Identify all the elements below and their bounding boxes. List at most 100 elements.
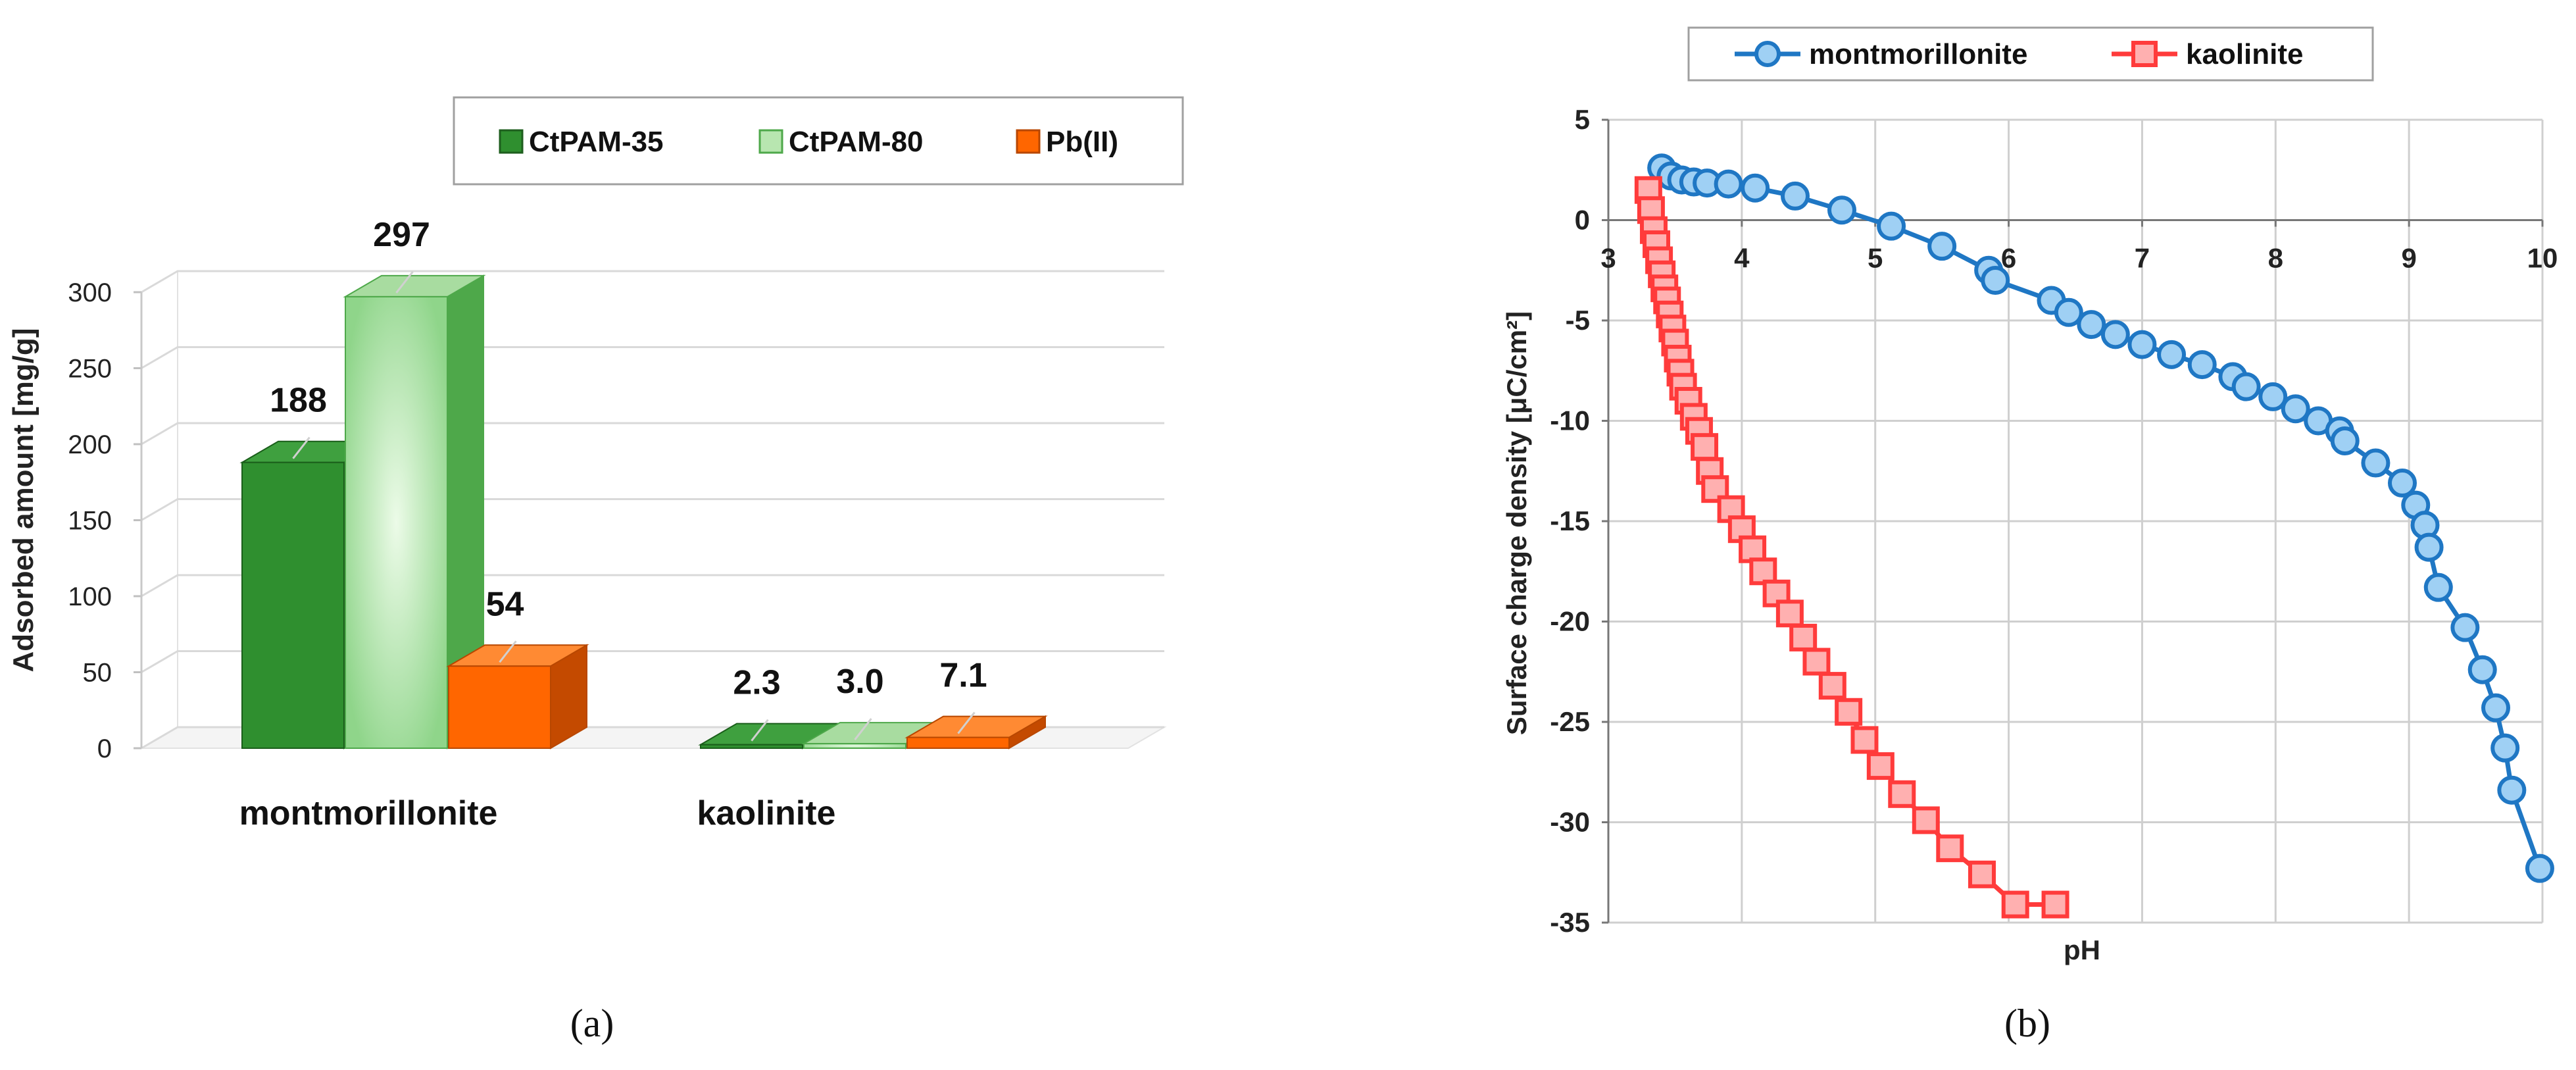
y-tick-label: 100	[68, 582, 112, 611]
data-label-ctpam80-kaolinite: 3.0	[836, 663, 883, 701]
y-tick-labels: 0 50 100 150 200 250 300	[68, 278, 112, 763]
bars	[239, 274, 1048, 750]
series-line-kaolinite	[1646, 190, 2056, 907]
point-montmorillonite	[2481, 693, 2510, 723]
legend: CtPAM-35 CtPAM-80 Pb(II)	[453, 96, 1184, 186]
y-tick-label: -35	[1550, 907, 1590, 938]
bar-ctpam35-kaolinite	[700, 744, 803, 750]
point-montmorillonite	[2467, 655, 2497, 684]
y-tick-labels: 5 0 -5 -10 -15 -20 -25 -30 -35	[1550, 104, 1608, 938]
point-montmorillonite	[2388, 469, 2417, 498]
point-montmorillonite	[2258, 382, 2288, 411]
panel-label-a: (a)	[570, 1002, 614, 1045]
data-label-leader	[292, 436, 310, 459]
gridline	[141, 650, 1164, 673]
gridline	[141, 574, 1164, 598]
legend-box	[453, 96, 1184, 186]
y-tick-label: -5	[1566, 305, 1590, 336]
point-kaolinite	[1850, 726, 1879, 754]
y-tick-label: 250	[68, 355, 112, 384]
y-tick-label: -30	[1550, 807, 1590, 838]
x-tick-label: 7	[2135, 243, 2150, 274]
category-label-montmorillonite: montmorillonite	[239, 794, 498, 832]
point-montmorillonite	[2281, 394, 2310, 424]
y-tick-label: -25	[1550, 706, 1590, 737]
data-label-leader	[957, 711, 976, 734]
panel-label-b: (b)	[2004, 1002, 2050, 1045]
point-montmorillonite	[1981, 266, 2010, 295]
category-label-kaolinite: kaolinite	[697, 794, 836, 832]
data-label-ctpam80-montmorillonite: 297	[373, 216, 430, 254]
bar-pbii-kaolinite	[906, 736, 1010, 749]
y-axis-label: Surface charge density [μC/cm²]	[1501, 311, 1532, 735]
legend-label-ctpam35: CtPAM-35	[529, 126, 664, 158]
bar-ctpam80-montmorillonite	[345, 295, 448, 749]
panel-a: 0 50 100 150 200 250 300 188 297 54 2.3 3.0 7.1 mon…	[0, 0, 1289, 1067]
y-tick-label: -10	[1550, 405, 1590, 436]
data-label-leader	[499, 640, 517, 663]
gridline	[141, 422, 1164, 446]
legend-box	[1687, 26, 2374, 82]
y-tick-label: -15	[1550, 505, 1590, 536]
point-montmorillonite	[2127, 330, 2157, 359]
point-kaolinite	[1691, 433, 1719, 461]
x-tick-label: 4	[1734, 243, 1750, 274]
gridline	[141, 346, 1164, 369]
data-label-leader	[751, 719, 769, 742]
data-label-ctpam35-kaolinite: 2.3	[733, 664, 780, 702]
legend-swatch-pb	[1016, 129, 1041, 154]
point-kaolinite	[1789, 623, 1818, 651]
y-tick-label: 300	[68, 278, 112, 307]
y-tick-label: 50	[83, 659, 112, 688]
point-kaolinite	[2041, 890, 2069, 919]
point-montmorillonite	[2490, 733, 2520, 763]
point-montmorillonite	[2054, 297, 2083, 327]
x-tick-label: 8	[2268, 243, 2283, 274]
line-chart: 3 4 5 6 7 8 9 10 5 0 -5 -10 -15 -20 -25 -30 -35 pH Surf…	[1501, 26, 2558, 1045]
point-kaolinite	[2001, 890, 2029, 919]
point-kaolinite	[1888, 780, 1916, 808]
legend-marker-montmorillonite	[1754, 41, 1781, 67]
point-montmorillonite	[2077, 310, 2106, 340]
y-tick-label: -20	[1550, 606, 1590, 637]
x-tick-labels: 3 4 5 6 7 8 9 10	[1600, 220, 2558, 274]
data-label-leader	[854, 718, 872, 740]
y-tick-label: 5	[1575, 104, 1590, 135]
point-kaolinite	[1775, 599, 1804, 628]
data-label-pbii-montmorillonite: 54	[486, 585, 524, 623]
data-label-ctpam35-montmorillonite: 188	[270, 382, 327, 420]
legend: montmorillonite kaolinite	[1687, 26, 2374, 82]
point-montmorillonite	[1877, 211, 1906, 241]
point-kaolinite	[1818, 672, 1846, 700]
series-montmorillonite	[1647, 153, 2554, 883]
y-tick-label: 0	[1575, 205, 1590, 236]
point-montmorillonite	[1927, 232, 1957, 261]
point-montmorillonite	[2497, 775, 2527, 805]
y-axis-label: Adsorbed amount [mg/g]	[7, 328, 39, 672]
point-kaolinite	[1936, 834, 1964, 863]
point-montmorillonite	[2450, 613, 2480, 642]
x-tick-label: 10	[2527, 243, 2558, 274]
point-kaolinite	[1835, 698, 1863, 726]
x-tick-label: 5	[1868, 243, 1883, 274]
x-tick-label: 3	[1600, 243, 1616, 274]
legend-label-ctpam80: CtPAM-80	[789, 126, 924, 158]
data-label-pbii-kaolinite: 7.1	[939, 657, 987, 695]
point-kaolinite	[1866, 752, 1895, 780]
point-montmorillonite	[2157, 340, 2187, 369]
point-montmorillonite	[1781, 181, 1810, 211]
legend-label-kaolinite: kaolinite	[2186, 38, 2304, 70]
panel-b: 3 4 5 6 7 8 9 10 5 0 -5 -10 -15 -20 -25 -30 -35 pH Surf…	[1289, 0, 2576, 1067]
x-tick-label: 9	[2401, 243, 2416, 274]
point-montmorillonite	[2414, 532, 2444, 562]
point-kaolinite	[1968, 860, 1996, 888]
point-kaolinite	[1912, 806, 1940, 834]
series	[1634, 153, 2554, 919]
series-kaolinite	[1634, 176, 2069, 919]
y-tick-label: 200	[68, 430, 112, 459]
bar-chart: 0 50 100 150 200 250 300 188 297 54 2.3 3.0 7.1 mon…	[7, 96, 1184, 1045]
point-montmorillonite	[1741, 173, 1770, 203]
x-tick-label: 6	[2001, 243, 2016, 274]
legend-marker-kaolinite	[2131, 41, 2158, 67]
legend-label-pb: Pb(II)	[1046, 126, 1118, 158]
